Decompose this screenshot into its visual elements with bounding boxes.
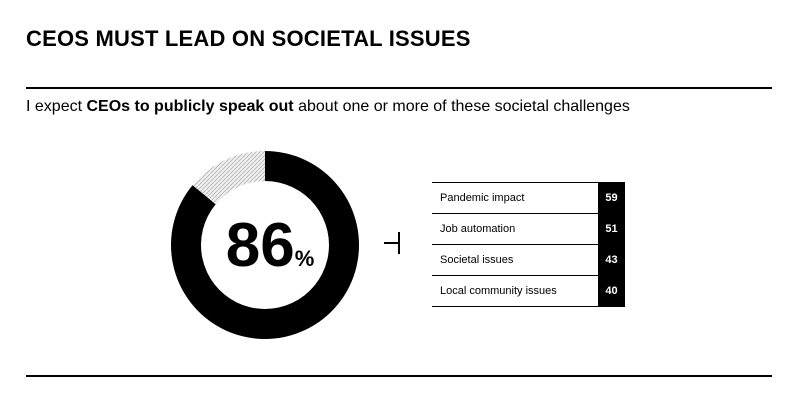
- subtitle-emphasis: CEOs to publicly speak out: [86, 98, 294, 115]
- page-title: CEOS MUST LEAD ON SOCIETAL ISSUES: [26, 26, 471, 51]
- connector-tick: [398, 232, 400, 254]
- row-value: 59: [598, 183, 625, 213]
- subtitle: I expect CEOs to publicly speak out abou…: [26, 98, 630, 116]
- row-label: Societal issues: [440, 254, 514, 266]
- row-value: 43: [598, 245, 625, 275]
- table-row: Job automation 51: [432, 213, 625, 244]
- table-row: Pandemic impact 59: [432, 182, 625, 213]
- row-label: Pandemic impact: [440, 192, 525, 204]
- donut-slice-remainder: [192, 151, 265, 205]
- row-label: Job automation: [440, 223, 516, 235]
- table-row: Societal issues 43: [432, 244, 625, 275]
- challenge-table: Pandemic impact 59 Job automation 51 Societa…: [432, 182, 625, 307]
- row-label: Local community issues: [440, 285, 557, 297]
- top-divider: [26, 87, 772, 89]
- big-stat: 86%: [205, 210, 335, 281]
- connector-bracket: [384, 232, 400, 254]
- subtitle-suffix: about one or more of these societal chal…: [293, 98, 630, 115]
- row-value: 51: [598, 214, 625, 244]
- table-row: Local community issues 40: [432, 275, 625, 307]
- donut-slice-main: [171, 151, 359, 339]
- stat-value: 86: [225, 211, 295, 280]
- row-value: 40: [598, 276, 625, 306]
- donut-chart: [171, 151, 359, 339]
- bottom-divider: [26, 375, 772, 377]
- subtitle-prefix: I expect: [26, 98, 87, 115]
- stat-unit: %: [294, 246, 315, 271]
- connector-line: [384, 242, 399, 244]
